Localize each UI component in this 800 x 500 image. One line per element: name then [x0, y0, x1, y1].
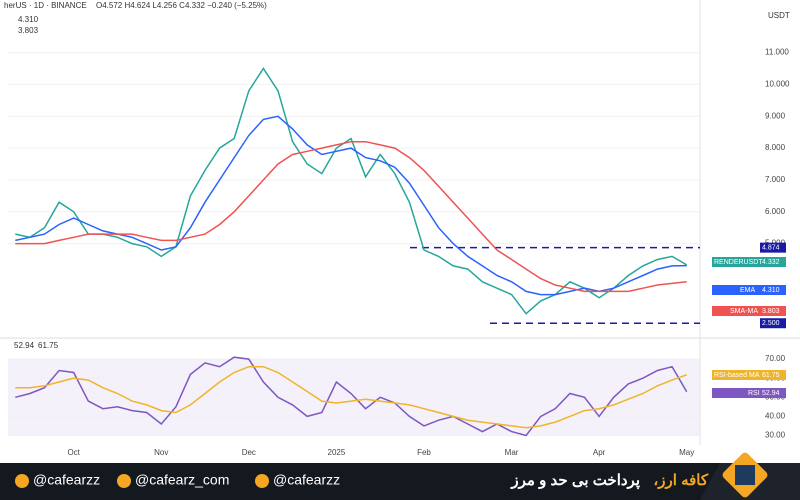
series-line: [15, 356, 688, 437]
series-tag-name: RSI-based MA: [714, 372, 760, 379]
level-label: 4.874: [762, 244, 780, 251]
series-line: [15, 67, 688, 315]
series-tag: [712, 257, 786, 267]
footer-slogan: پرداخت بی حد و مرز: [510, 472, 640, 490]
instagram-icon: [117, 474, 131, 488]
series-tag: [712, 370, 786, 380]
footer-brand: کافه ارز،: [653, 472, 708, 489]
series-tag-name: SMA-MA: [730, 308, 758, 315]
footer-handle: @cafearzz: [33, 472, 100, 488]
series-line: [15, 140, 687, 293]
footer-handle: @cafearzz: [273, 472, 340, 488]
series-tag-name: EMA: [740, 287, 756, 294]
legend-value: 4.310: [18, 15, 39, 24]
y-tick-label: 11.000: [765, 48, 789, 57]
y-tick-label: 6.000: [765, 207, 786, 216]
level-tag: [760, 318, 786, 329]
y-tick-label: 8.000: [765, 143, 786, 152]
x-tick-label: Apr: [593, 448, 606, 457]
series-tag: [712, 306, 786, 316]
y-tick-label: 10.000: [765, 80, 790, 89]
series-line: [15, 115, 687, 296]
y-tick-label: 30.00: [765, 431, 786, 440]
series-line: [15, 365, 687, 429]
footer: [0, 463, 800, 500]
series-tag-value: 52.94: [762, 390, 780, 397]
x-tick-label: 2025: [328, 448, 346, 457]
x-tick-label: Feb: [417, 448, 431, 457]
series-tag: [712, 285, 786, 295]
chart-title: herUS · 1D · BINANCE: [4, 1, 87, 10]
ohlc: O4.572 H4.624 L4.256 C4.332 −0.240 (−5.2…: [96, 1, 267, 10]
x-tick-label: Oct: [67, 448, 80, 457]
x-icon: [255, 474, 269, 488]
footer-handle: @cafearz_com: [135, 472, 229, 488]
telegram-icon: [15, 474, 29, 488]
y-tick-label: 70.00: [765, 354, 786, 363]
legend-value: 52.94: [14, 341, 35, 350]
y-unit: USDT: [768, 11, 790, 20]
chart-body: 5.0006.0007.0008.0009.00010.00011.0004.8…: [8, 15, 790, 457]
legend-value: 61.75: [38, 341, 59, 350]
series-tag-value: 61.75: [762, 372, 780, 379]
series-tag: [712, 388, 786, 398]
level-tag: [760, 242, 786, 253]
series-tag-name: RENDERUSDT: [714, 259, 763, 266]
level-label: 2.500: [762, 320, 780, 327]
x-tick-label: Nov: [154, 448, 168, 457]
y-tick-label: 9.000: [765, 111, 786, 120]
series-tag-value: 4.310: [762, 287, 780, 294]
y-tick-label: 7.000: [765, 175, 786, 184]
x-tick-label: Dec: [242, 448, 256, 457]
y-tick-label: 40.00: [765, 411, 786, 420]
legend-value: 3.803: [18, 26, 39, 35]
series-tag-name: RSI: [748, 390, 760, 397]
logo: [722, 452, 768, 498]
series-tag-value: 4.332: [762, 259, 780, 266]
x-tick-label: Mar: [505, 448, 519, 457]
x-tick-label: May: [679, 448, 694, 457]
series-tag-value: 3.803: [762, 308, 780, 315]
